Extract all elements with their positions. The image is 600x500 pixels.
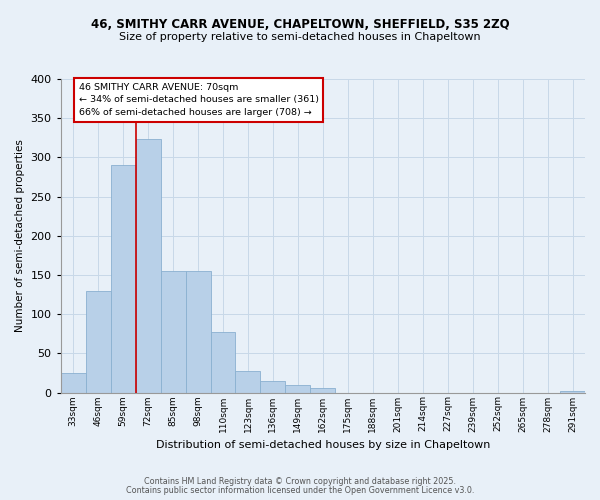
Text: Contains public sector information licensed under the Open Government Licence v3: Contains public sector information licen… bbox=[126, 486, 474, 495]
Bar bbox=[161, 271, 185, 392]
Y-axis label: Number of semi-detached properties: Number of semi-detached properties bbox=[15, 140, 25, 332]
Bar bbox=[286, 384, 310, 392]
Text: Contains HM Land Registry data © Crown copyright and database right 2025.: Contains HM Land Registry data © Crown c… bbox=[144, 477, 456, 486]
Bar bbox=[310, 388, 335, 392]
Bar bbox=[185, 271, 211, 392]
Text: Size of property relative to semi-detached houses in Chapeltown: Size of property relative to semi-detach… bbox=[119, 32, 481, 42]
Bar bbox=[211, 332, 235, 392]
Bar bbox=[260, 381, 286, 392]
Bar bbox=[86, 290, 110, 392]
Bar bbox=[61, 373, 86, 392]
Text: 46 SMITHY CARR AVENUE: 70sqm
← 34% of semi-detached houses are smaller (361)
66%: 46 SMITHY CARR AVENUE: 70sqm ← 34% of se… bbox=[79, 83, 319, 117]
X-axis label: Distribution of semi-detached houses by size in Chapeltown: Distribution of semi-detached houses by … bbox=[155, 440, 490, 450]
Bar bbox=[136, 140, 161, 392]
Bar bbox=[235, 372, 260, 392]
Text: 46, SMITHY CARR AVENUE, CHAPELTOWN, SHEFFIELD, S35 2ZQ: 46, SMITHY CARR AVENUE, CHAPELTOWN, SHEF… bbox=[91, 18, 509, 30]
Bar bbox=[110, 165, 136, 392]
Bar bbox=[560, 391, 585, 392]
